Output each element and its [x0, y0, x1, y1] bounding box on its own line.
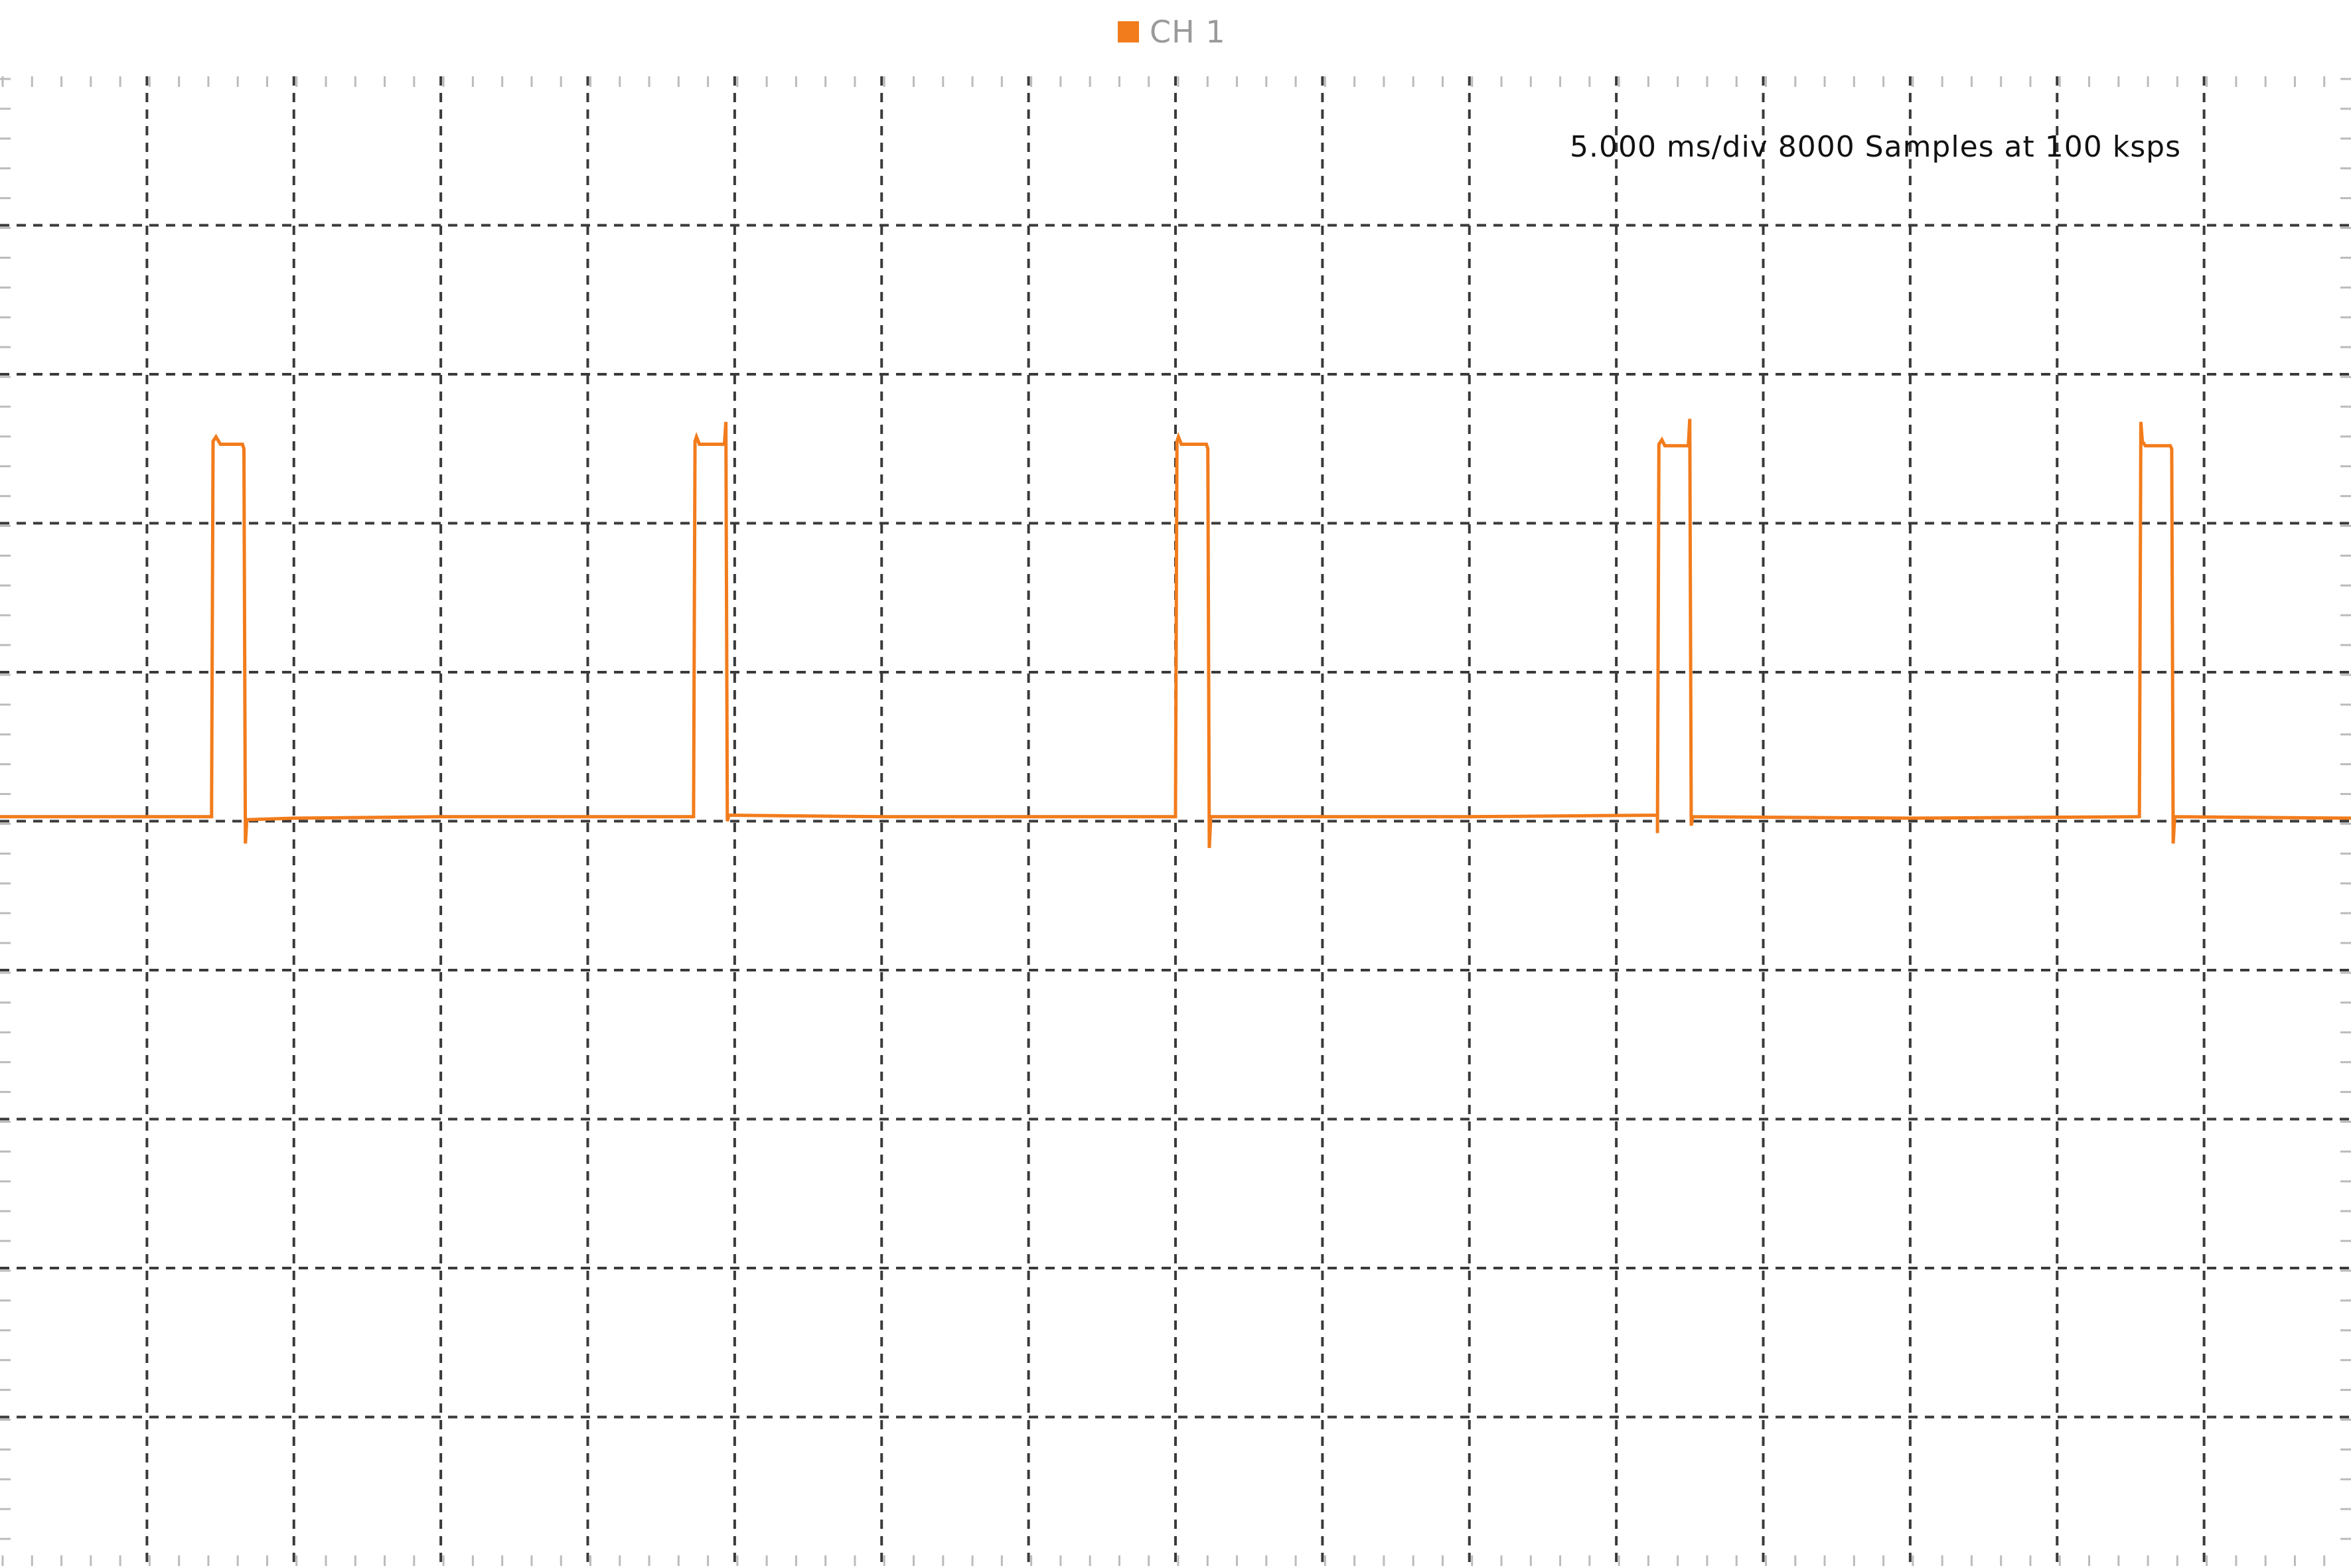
legend-label-ch1: CH 1 [1150, 14, 1226, 50]
trace-layer [0, 419, 2351, 849]
timebase-info: 5.000 ms/div 8000 Samples at 100 ksps [1569, 130, 2181, 164]
graticule-grid [0, 76, 2351, 1566]
graticule-ticks [0, 76, 2351, 1566]
trace-ch1 [0, 419, 2351, 849]
legend: CH 1 [1118, 13, 1226, 50]
legend-swatch-ch1 [1118, 21, 1139, 42]
